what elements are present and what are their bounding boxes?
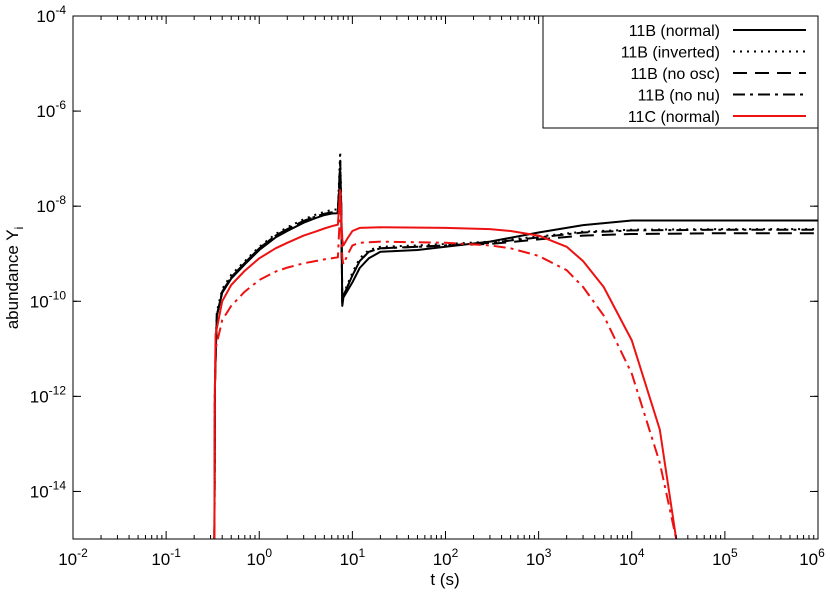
legend-label: 11B (no nu) [638, 88, 720, 105]
y-tick-label: 10-6 [36, 98, 66, 121]
x-tick-label: 104 [619, 546, 645, 569]
x-tick-label: 102 [433, 546, 459, 569]
x-tick-label: 101 [340, 546, 366, 569]
legend-label: 11B (no osc) [630, 66, 720, 83]
y-tick-label: 10-14 [30, 478, 67, 501]
y-axis-title-main: abundance Y [3, 229, 22, 329]
x-tick-label: 10-2 [58, 546, 88, 569]
series-line-4 [213, 188, 678, 539]
legend-box [542, 15, 819, 129]
x-axis-title: t (s) [430, 570, 459, 589]
legend-label: 11B (inverted) [621, 45, 720, 62]
series-line-2 [213, 159, 818, 539]
y-axis-title-subscript: i [12, 227, 26, 230]
series-line-5 [213, 207, 678, 539]
series-layer [213, 150, 818, 539]
legend: 11B (normal) 11B (inverted) 11B (no osc) 11… [542, 15, 819, 129]
y-tick-label: 10-12 [30, 383, 67, 406]
series-line-1 [213, 150, 818, 539]
x-tick-label: 106 [799, 546, 825, 569]
legend-label: 11C (normal) [628, 109, 720, 126]
y-axis-title: abundance Yi [3, 227, 26, 330]
y-tick-label: 10-8 [36, 193, 66, 216]
y-tick-label: 10-10 [30, 288, 67, 311]
x-tick-label: 103 [526, 546, 552, 569]
x-tick-label: 105 [712, 546, 738, 569]
x-tick-label: 10-1 [151, 546, 181, 569]
series-line-0 [213, 171, 818, 539]
legend-label: 11B (normal) [629, 23, 720, 40]
y-tick-label: 10-4 [36, 3, 66, 26]
series-line-3 [213, 162, 818, 539]
x-tick-label: 100 [246, 546, 272, 569]
